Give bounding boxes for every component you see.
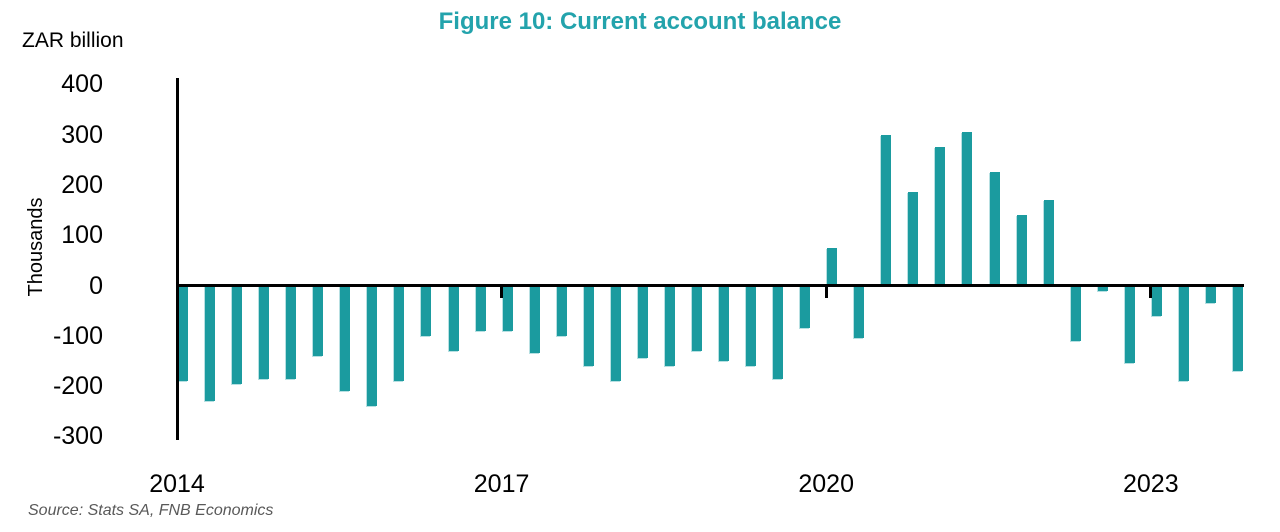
y-tick-label: -300 (52, 422, 103, 451)
bar-2014-q3 (232, 285, 243, 384)
x-tick-label-2023: 2023 (1122, 470, 1179, 498)
bar-2022-q3 (1097, 285, 1108, 291)
bar-2020-q3 (881, 134, 892, 286)
bar-2022-q4 (1124, 285, 1135, 364)
bar-2020-q4 (908, 192, 919, 286)
bar-2018-q3 (664, 285, 675, 366)
bar-2021-q4 (1016, 215, 1027, 286)
bar-2023-q3 (1205, 285, 1216, 304)
bar-2018-q2 (637, 285, 648, 359)
bar-2023-q4 (1232, 285, 1243, 371)
bar-2014-q2 (205, 285, 216, 402)
y-tick-label: 200 (61, 170, 103, 199)
bar-2015-q1 (286, 285, 297, 379)
bar-2023-q2 (1178, 285, 1189, 382)
bar-2018-q1 (610, 285, 621, 382)
bar-2023-q1 (1151, 285, 1162, 316)
bar-2021-q3 (989, 172, 1000, 286)
x-tick-label-2014: 2014 (149, 470, 205, 498)
bar-2016-q3 (448, 285, 459, 351)
bar-2022-q2 (1070, 285, 1081, 341)
bar-2021-q1 (935, 147, 946, 286)
bar-2019-q4 (800, 285, 811, 329)
bar-2020-q2 (854, 285, 865, 339)
chart-title: Figure 10: Current account balance (438, 8, 842, 35)
x-axis-zero-line (176, 284, 1244, 287)
bar-2019-q3 (773, 285, 784, 379)
bar-2017-q1 (502, 285, 513, 331)
bar-2019-q1 (719, 285, 729, 361)
bar-2021-q2 (962, 132, 973, 286)
bar-2015-q2 (313, 285, 324, 356)
bar-2017-q4 (583, 285, 594, 366)
y-tick-label: -100 (52, 321, 103, 350)
bar-2016-q1 (394, 285, 405, 382)
y-tick-label: 300 (61, 120, 103, 149)
bar-2019-q2 (746, 285, 757, 366)
x-tick-label-2017: 2017 (473, 470, 530, 498)
units-label: ZAR billion (22, 29, 124, 52)
source-caption: Source: Stats SA, FNB Economics (28, 502, 274, 519)
bar-2014-q1 (178, 285, 188, 382)
bar-2020-q1 (827, 247, 838, 286)
x-tick-2023 (1149, 285, 1153, 298)
bar-2017-q3 (556, 285, 567, 336)
x-tick-label-2020: 2020 (798, 470, 854, 498)
y-tick-label: 400 (61, 70, 103, 99)
x-tick-2020 (824, 285, 828, 298)
y-tick-label: -200 (52, 372, 103, 401)
bar-2014-q4 (259, 285, 270, 379)
bar-2015-q3 (340, 285, 351, 392)
bar-2016-q4 (475, 285, 486, 331)
x-tick-2017 (500, 285, 504, 298)
bar-2016-q2 (421, 285, 432, 336)
bar-2015-q4 (367, 285, 378, 407)
y-axis-line (176, 78, 179, 440)
y-tick-label: 100 (61, 221, 103, 250)
y-tick-label: 0 (89, 271, 103, 300)
bar-2022-q1 (1043, 199, 1054, 286)
bar-2017-q2 (529, 285, 540, 354)
bar-2018-q4 (691, 285, 702, 351)
